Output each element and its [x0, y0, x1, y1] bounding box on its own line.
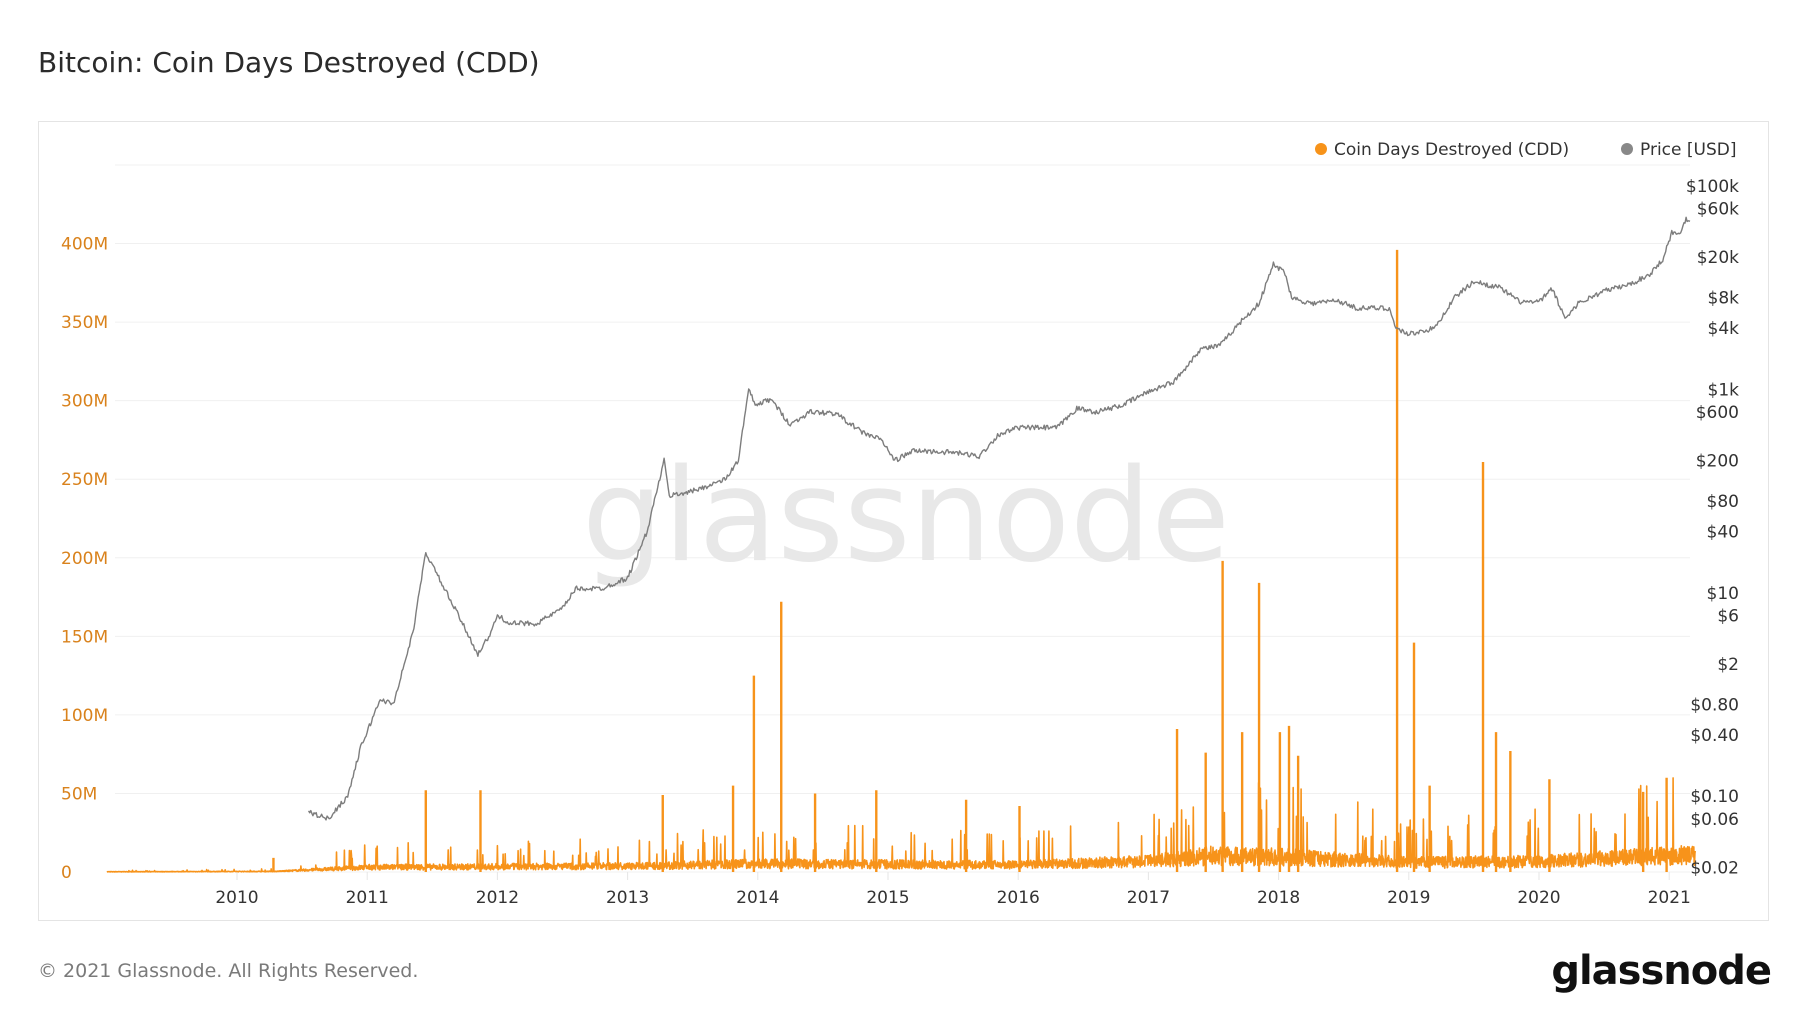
- right-axis-tick: $600: [1696, 403, 1739, 423]
- price-series: [307, 216, 1691, 821]
- chart-frame: [38, 121, 1769, 921]
- left-axis-tick: 250M: [61, 470, 108, 490]
- left-axis-tick: 50M: [61, 784, 97, 804]
- legend-cdd-label[interactable]: Coin Days Destroyed (CDD): [1334, 140, 1569, 160]
- x-axis-tick: 2021: [1648, 888, 1691, 908]
- left-axis-tick: 100M: [61, 706, 108, 726]
- left-axis-tick: 150M: [61, 627, 108, 647]
- x-axis-tick: 2013: [606, 888, 649, 908]
- right-axis-tick: $0.06: [1690, 810, 1739, 830]
- right-axis-tick: $200: [1696, 451, 1739, 471]
- watermark: glassnode: [582, 442, 1230, 591]
- cdd-series: [106, 249, 1696, 873]
- cdd-line: [106, 777, 1696, 873]
- left-axis-tick: 400M: [61, 235, 108, 255]
- right-axis-tick: $60k: [1697, 200, 1739, 220]
- x-axis-tick: 2019: [1387, 888, 1430, 908]
- copyright: © 2021 Glassnode. All Rights Reserved.: [38, 960, 419, 982]
- right-axis-tick: $0.40: [1690, 726, 1739, 746]
- price-line: [307, 216, 1691, 821]
- left-axis-tick: 0: [61, 863, 72, 883]
- right-axis-tick: $100k: [1686, 177, 1739, 197]
- legend-price-marker: [1621, 143, 1633, 155]
- axes: 0 50M 100M 150M 200M 250M 300M 350M 400M $100k $60…: [61, 177, 1739, 908]
- x-axis-tick: 2017: [1127, 888, 1170, 908]
- x-axis-tick: 2010: [215, 888, 258, 908]
- x-axis-tick: 2015: [866, 888, 909, 908]
- right-axis-tick: $20k: [1697, 248, 1739, 268]
- right-axis-tick: $8k: [1708, 289, 1740, 309]
- right-axis-tick: $1k: [1708, 380, 1740, 400]
- x-axis-tick: 2018: [1257, 888, 1300, 908]
- legend-price-label[interactable]: Price [USD]: [1640, 140, 1736, 160]
- legend[interactable]: Coin Days Destroyed (CDD) Price [USD]: [1315, 140, 1736, 160]
- x-axis-tick: 2020: [1517, 888, 1560, 908]
- left-axis-tick: 200M: [61, 549, 108, 569]
- left-axis-tick: 350M: [61, 313, 108, 333]
- right-axis-tick: $6: [1717, 606, 1739, 626]
- right-axis-tick: $40: [1707, 523, 1739, 543]
- right-axis-tick: $0.02: [1690, 858, 1739, 878]
- grid: [115, 164, 1690, 880]
- left-axis-tick: 300M: [61, 392, 108, 412]
- page-title: Bitcoin: Coin Days Destroyed (CDD): [38, 46, 540, 79]
- x-axis-tick: 2014: [736, 888, 779, 908]
- legend-cdd-marker: [1315, 143, 1327, 155]
- x-axis-tick: 2012: [476, 888, 519, 908]
- right-axis-tick: $10: [1707, 584, 1739, 604]
- glassnode-logo: glassnode: [1551, 948, 1772, 994]
- right-axis-tick: $0.80: [1690, 695, 1739, 715]
- x-axis-tick: 2011: [346, 888, 389, 908]
- right-axis-tick: $0.10: [1690, 787, 1739, 807]
- right-axis-tick: $4k: [1708, 319, 1740, 339]
- x-axis-tick: 2016: [997, 888, 1040, 908]
- right-axis-tick: $80: [1707, 492, 1739, 512]
- right-axis-tick: $2: [1717, 655, 1739, 675]
